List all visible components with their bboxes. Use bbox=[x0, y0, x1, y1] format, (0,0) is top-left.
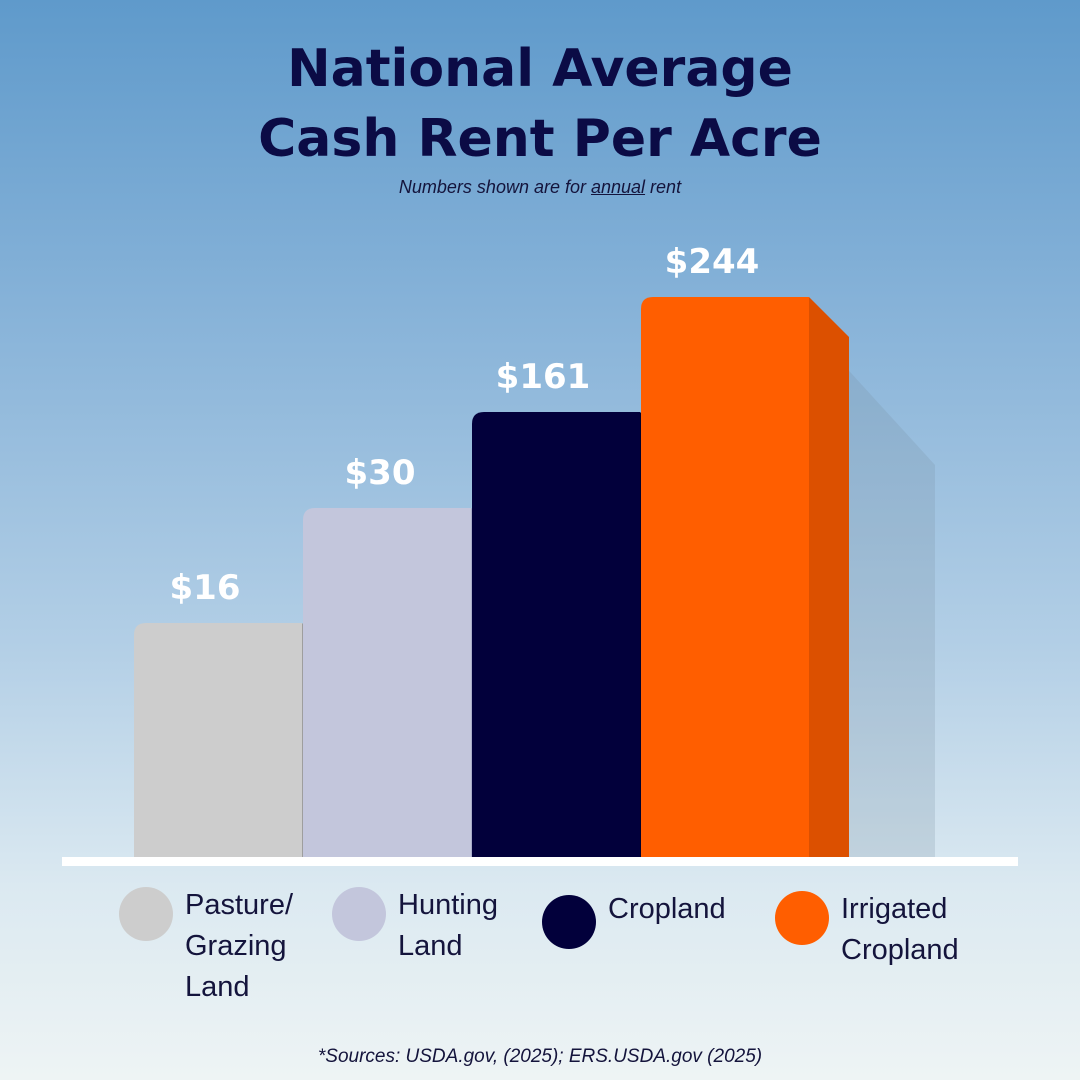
bar-group-irrigated: $244 bbox=[641, 242, 935, 858]
bar-pasture bbox=[134, 623, 302, 858]
subtitle-emphasis: annual bbox=[590, 177, 646, 197]
chart-title: National Average Cash Rent Per Acre bbox=[0, 34, 1080, 174]
subtitle-prefix: Numbers shown are for bbox=[398, 177, 591, 197]
chart-legend: Pasture/ Grazing Land Hunting Land Cropl… bbox=[0, 885, 1080, 1015]
legend-swatch-irrigated bbox=[775, 891, 829, 945]
bar-cropland bbox=[472, 412, 640, 858]
bar-irrigated bbox=[641, 297, 809, 858]
legend-swatch-pasture bbox=[119, 887, 173, 941]
bar-value-label-hunting: $30 bbox=[345, 453, 416, 493]
bar-value-label-irrigated: $244 bbox=[665, 242, 760, 282]
source-note: *Sources: USDA.gov, (2025); ERS.USDA.gov… bbox=[317, 1046, 763, 1067]
bar-hunting bbox=[303, 508, 471, 858]
bar-value-label-pasture: $16 bbox=[170, 568, 241, 608]
legend-label-cropland: Cropland bbox=[608, 893, 726, 925]
bar-side-irrigated bbox=[809, 297, 849, 858]
chart-baseline bbox=[62, 857, 1018, 866]
legend-swatch-cropland bbox=[542, 895, 596, 949]
legend-item-cropland: Cropland bbox=[542, 893, 726, 949]
legend-item-irrigated: Irrigated Cropland bbox=[775, 889, 959, 971]
bar-value-label-cropland: $161 bbox=[496, 357, 591, 397]
legend-item-hunting: Hunting Land bbox=[332, 885, 498, 967]
title-line-2: Cash Rent Per Acre bbox=[258, 109, 822, 169]
legend-label-pasture: Pasture/ Grazing Land bbox=[185, 889, 293, 1003]
legend-label-irrigated: Irrigated Cropland bbox=[841, 893, 959, 966]
legend-label-hunting: Hunting Land bbox=[398, 889, 498, 962]
legend-item-pasture: Pasture/ Grazing Land bbox=[119, 885, 293, 1008]
legend-swatch-hunting bbox=[332, 887, 386, 941]
chart-subtitle: Numbers shown are for annual rent bbox=[0, 177, 1080, 198]
title-line-1: National Average bbox=[287, 39, 793, 99]
subtitle-suffix: rent bbox=[645, 177, 682, 197]
